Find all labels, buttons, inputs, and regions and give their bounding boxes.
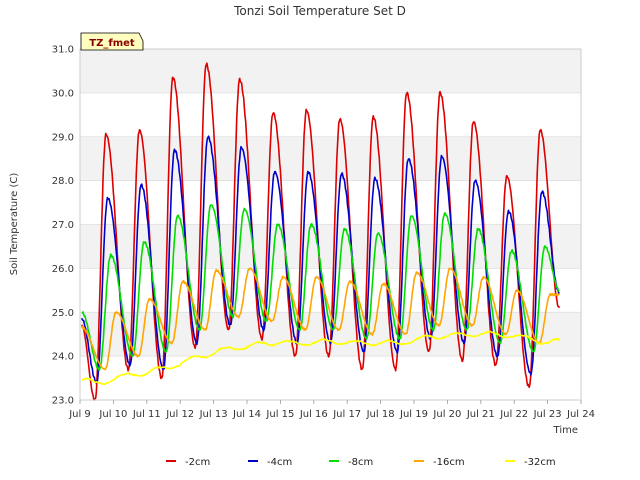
x-tick-label: Jul 16 xyxy=(299,409,328,420)
y-tick-label: 25.0 xyxy=(52,308,74,319)
legend-label: -32cm xyxy=(524,457,556,468)
legend: -2cm -4cm -8cm -16cm -32cm xyxy=(166,457,556,468)
legend-label: -8cm xyxy=(348,457,373,468)
x-tick-label: Jul 22 xyxy=(499,409,528,420)
y-tick-label: 26.0 xyxy=(52,264,74,275)
x-tick-label: Jul 14 xyxy=(232,409,261,420)
series-line-m4cm xyxy=(80,135,561,384)
x-tick-label: Jul 20 xyxy=(432,409,461,420)
x-tick-label: Jul 15 xyxy=(265,409,294,420)
station-badge: TZ_fmet xyxy=(80,32,144,51)
series-layer xyxy=(80,62,561,401)
y-tick-label: 28.0 xyxy=(52,176,74,187)
x-tick-label: Jul 11 xyxy=(132,409,161,420)
y-tick-label: 27.0 xyxy=(52,220,74,231)
grid-band xyxy=(80,49,581,93)
series-line-m16cm xyxy=(80,267,561,371)
legend-label: -2cm xyxy=(185,457,210,468)
y-tick-label: 24.0 xyxy=(52,352,74,363)
chart-title: Tonzi Soil Temperature Set D xyxy=(233,4,406,18)
x-tick-label: Jul 9 xyxy=(68,409,91,420)
x-tick-label: Jul 18 xyxy=(366,409,395,420)
y-tick-label: 30.0 xyxy=(52,88,74,99)
grid-band xyxy=(80,224,581,269)
x-tick-label: Jul 10 xyxy=(98,409,127,420)
x-tick-label: Jul 17 xyxy=(332,409,361,420)
x-axis-ticks: Jul 9 Jul 10 Jul 11 Jul 12 Jul 13 Jul 14 Jul 1… xyxy=(68,400,595,420)
x-axis-label: Time xyxy=(553,425,578,436)
y-axis-ticks: 23.0 24.0 25.0 26.0 27.0 28.0 29.0 30.0 31.0 xyxy=(52,45,74,407)
plot-frame xyxy=(79,48,582,401)
y-tick-label: 29.0 xyxy=(52,132,74,143)
x-tick-label: Jul 12 xyxy=(165,409,194,420)
series-line-m2cm xyxy=(80,62,561,401)
y-axis-label: Soil Temperature (C) xyxy=(9,173,20,276)
series-line-m8cm xyxy=(81,204,560,371)
station-badge-label: TZ_fmet xyxy=(89,38,135,49)
y-tick-label: 31.0 xyxy=(52,45,74,56)
y-tick-label: 23.0 xyxy=(52,396,74,407)
series-line-m32cm xyxy=(81,330,561,386)
x-tick-label: Jul 24 xyxy=(566,409,595,420)
x-tick-label: Jul 19 xyxy=(399,409,428,420)
x-tick-label: Jul 21 xyxy=(466,409,495,420)
x-tick-label: Jul 23 xyxy=(533,409,562,420)
legend-label: -16cm xyxy=(433,457,465,468)
x-tick-label: Jul 13 xyxy=(199,409,228,420)
legend-label: -4cm xyxy=(267,457,292,468)
grid-band xyxy=(80,136,581,181)
